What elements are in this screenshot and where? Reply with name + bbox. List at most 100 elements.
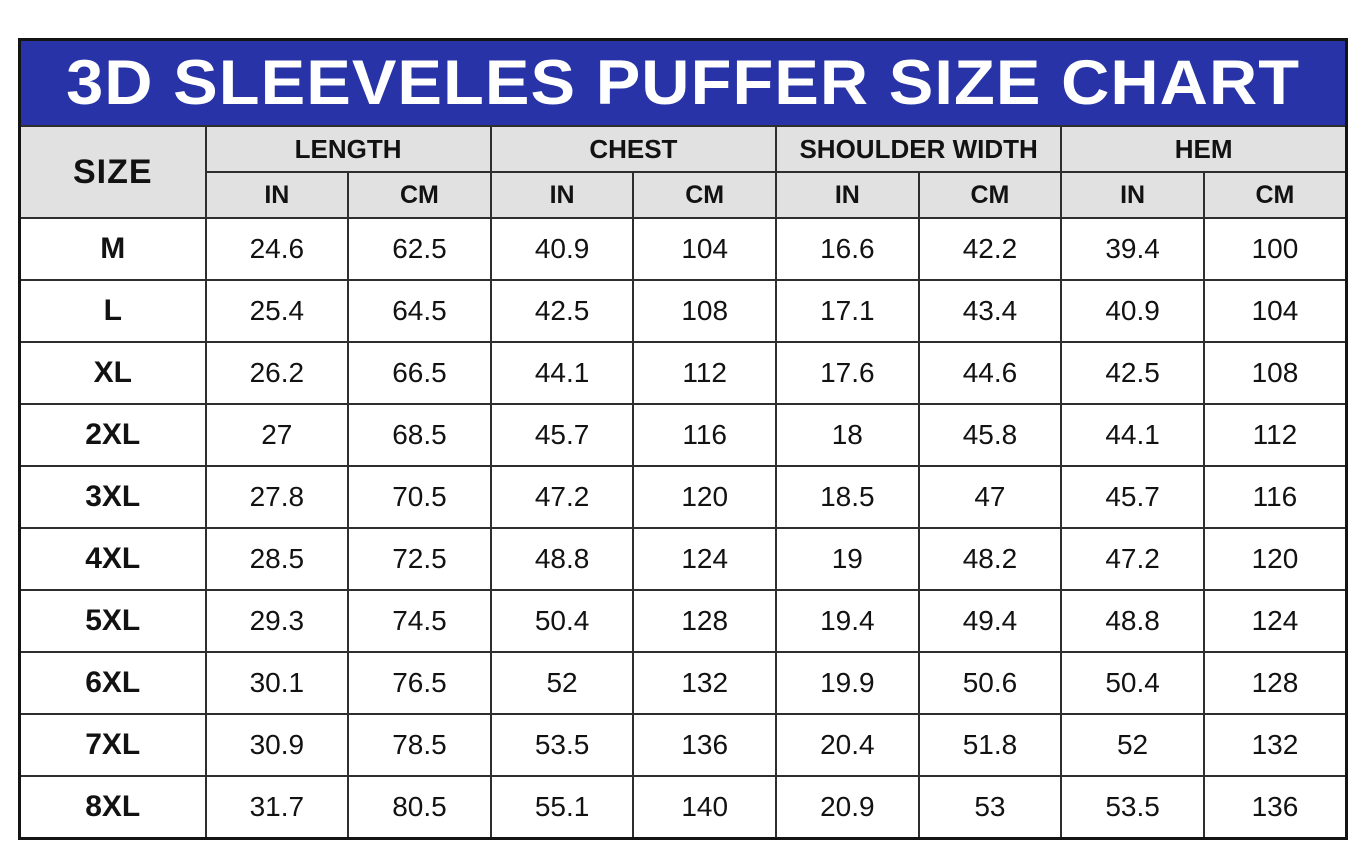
measurement-group-header: HEM	[1060, 125, 1348, 173]
measurement-group-header: SHOULDER WIDTH	[774, 125, 1063, 173]
table-row: 3XL 27.8 70.5 47.2 120 18.5 47 45.7 116	[18, 465, 1348, 529]
size-label: 3XL	[18, 465, 207, 529]
hem-cm-cell: 100	[1202, 217, 1348, 281]
shoulder-cm-cell: 44.6	[917, 341, 1063, 405]
unit-header: IN	[1060, 171, 1205, 219]
shoulder-in-cell: 18	[775, 403, 920, 467]
shoulder-in-cell: 16.6	[775, 217, 920, 281]
table-row: 8XL 31.7 80.5 55.1 140 20.9 53 53.5 136	[18, 775, 1348, 840]
chest-cm-cell: 112	[632, 341, 777, 405]
measurement-group-header: LENGTH	[204, 125, 492, 173]
length-in-cell: 28.5	[204, 527, 350, 591]
chest-cm-cell: 136	[632, 713, 777, 777]
chest-in-cell: 55.1	[489, 775, 635, 840]
shoulder-cm-cell: 42.2	[917, 217, 1063, 281]
length-cm-cell: 78.5	[347, 713, 492, 777]
chest-cm-cell: 108	[632, 279, 777, 343]
length-cm-cell: 76.5	[347, 651, 492, 715]
hem-cm-cell: 116	[1202, 465, 1348, 529]
unit-header: IN	[204, 171, 350, 219]
hem-in-cell: 52	[1060, 713, 1205, 777]
table-row: XL 26.2 66.5 44.1 112 17.6 44.6 42.5 108	[18, 341, 1348, 405]
table-row: M 24.6 62.5 40.9 104 16.6 42.2 39.4 100	[18, 217, 1348, 281]
table-row: 4XL 28.5 72.5 48.8 124 19 48.2 47.2 120	[18, 527, 1348, 591]
unit-header: IN	[775, 171, 920, 219]
measurement-group-header: CHEST	[489, 125, 778, 173]
shoulder-in-cell: 17.1	[775, 279, 920, 343]
shoulder-cm-cell: 43.4	[917, 279, 1063, 343]
chest-in-cell: 52	[489, 651, 635, 715]
chest-cm-cell: 116	[632, 403, 777, 467]
hem-cm-cell: 120	[1202, 527, 1348, 591]
hem-cm-cell: 128	[1202, 651, 1348, 715]
hem-cm-cell: 108	[1202, 341, 1348, 405]
hem-cm-cell: 136	[1202, 775, 1348, 840]
chest-cm-cell: 104	[632, 217, 777, 281]
shoulder-cm-cell: 48.2	[917, 527, 1063, 591]
shoulder-cm-cell: 49.4	[917, 589, 1063, 653]
hem-cm-cell: 112	[1202, 403, 1348, 467]
table-row: 5XL 29.3 74.5 50.4 128 19.4 49.4 48.8 12…	[18, 589, 1348, 653]
shoulder-cm-cell: 45.8	[917, 403, 1063, 467]
length-cm-cell: 74.5	[347, 589, 492, 653]
chest-cm-cell: 128	[632, 589, 777, 653]
length-in-cell: 25.4	[204, 279, 350, 343]
chest-cm-cell: 140	[632, 775, 777, 840]
hem-in-cell: 47.2	[1060, 527, 1205, 591]
hem-in-cell: 53.5	[1060, 775, 1205, 840]
shoulder-cm-cell: 47	[917, 465, 1063, 529]
length-in-cell: 30.1	[204, 651, 350, 715]
unit-header: IN	[489, 171, 635, 219]
chest-in-cell: 47.2	[489, 465, 635, 529]
shoulder-in-cell: 20.9	[775, 775, 920, 840]
size-label: L	[18, 279, 207, 343]
unit-header: CM	[347, 171, 492, 219]
length-cm-cell: 68.5	[347, 403, 492, 467]
shoulder-in-cell: 18.5	[775, 465, 920, 529]
unit-header: CM	[632, 171, 777, 219]
size-chart: 3D SLEEVELES PUFFER SIZE CHART SIZE LENG…	[18, 38, 1348, 840]
length-in-cell: 26.2	[204, 341, 350, 405]
hem-in-cell: 48.8	[1060, 589, 1205, 653]
hem-in-cell: 39.4	[1060, 217, 1205, 281]
hem-in-cell: 44.1	[1060, 403, 1205, 467]
length-cm-cell: 80.5	[347, 775, 492, 840]
length-in-cell: 24.6	[204, 217, 350, 281]
unit-header: CM	[917, 171, 1063, 219]
length-in-cell: 27	[204, 403, 350, 467]
length-cm-cell: 64.5	[347, 279, 492, 343]
unit-header: CM	[1202, 171, 1348, 219]
length-cm-cell: 70.5	[347, 465, 492, 529]
length-in-cell: 31.7	[204, 775, 350, 840]
shoulder-cm-cell: 53	[917, 775, 1063, 840]
hem-in-cell: 45.7	[1060, 465, 1205, 529]
chest-in-cell: 45.7	[489, 403, 635, 467]
shoulder-cm-cell: 51.8	[917, 713, 1063, 777]
size-label: 5XL	[18, 589, 207, 653]
hem-in-cell: 42.5	[1060, 341, 1205, 405]
chart-title-banner: 3D SLEEVELES PUFFER SIZE CHART	[18, 38, 1348, 127]
size-label: M	[18, 217, 207, 281]
table-body: M 24.6 62.5 40.9 104 16.6 42.2 39.4 100 …	[18, 217, 1348, 840]
length-in-cell: 27.8	[204, 465, 350, 529]
size-chart-table: 3D SLEEVELES PUFFER SIZE CHART SIZE LENG…	[18, 38, 1348, 840]
shoulder-cm-cell: 50.6	[917, 651, 1063, 715]
hem-in-cell: 50.4	[1060, 651, 1205, 715]
length-in-cell: 30.9	[204, 713, 350, 777]
size-column-header: SIZE	[18, 125, 207, 219]
group-header-row: SIZE LENGTH CHEST SHOULDER WIDTH HEM	[18, 125, 1348, 219]
shoulder-in-cell: 19.9	[775, 651, 920, 715]
chest-cm-cell: 124	[632, 527, 777, 591]
chest-in-cell: 44.1	[489, 341, 635, 405]
length-cm-cell: 62.5	[347, 217, 492, 281]
hem-cm-cell: 104	[1202, 279, 1348, 343]
length-in-cell: 29.3	[204, 589, 350, 653]
chest-in-cell: 53.5	[489, 713, 635, 777]
table-row: 7XL 30.9 78.5 53.5 136 20.4 51.8 52 132	[18, 713, 1348, 777]
chest-in-cell: 40.9	[489, 217, 635, 281]
chest-in-cell: 42.5	[489, 279, 635, 343]
title-row: 3D SLEEVELES PUFFER SIZE CHART	[18, 38, 1348, 127]
size-label: 4XL	[18, 527, 207, 591]
size-label: 7XL	[18, 713, 207, 777]
chest-cm-cell: 132	[632, 651, 777, 715]
